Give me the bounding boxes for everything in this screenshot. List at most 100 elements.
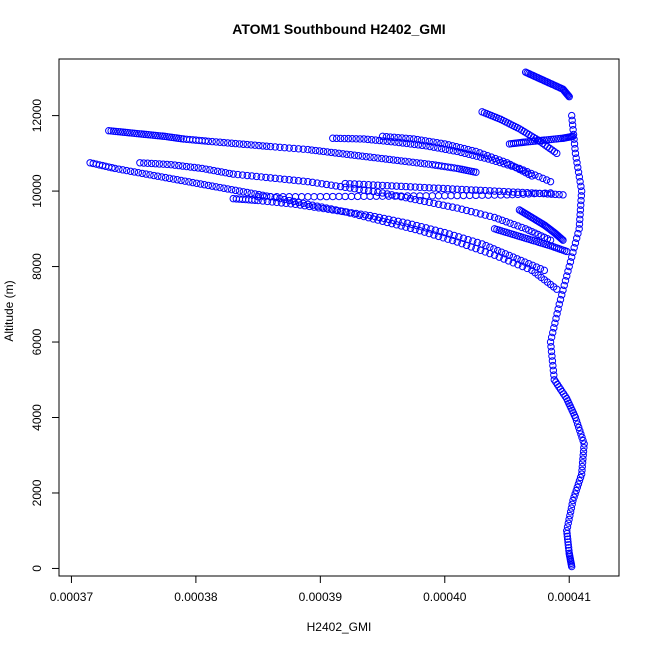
data-point: [455, 233, 463, 241]
data-point: [371, 212, 379, 221]
data-point: [147, 131, 155, 139]
data-point: [547, 347, 556, 356]
data-point: [280, 175, 289, 183]
data-point: [519, 166, 528, 174]
data-point: [155, 160, 164, 168]
data-point: [514, 222, 522, 230]
data-point: [361, 211, 370, 219]
data-point: [568, 111, 576, 120]
data-point: [425, 198, 433, 207]
data-point: [366, 153, 374, 161]
data-point: [381, 155, 390, 163]
data-point: [563, 527, 571, 535]
data-point: [346, 184, 354, 192]
data-point: [518, 223, 526, 232]
data-point: [405, 158, 413, 166]
data-point: [580, 443, 588, 452]
data-point: [239, 188, 248, 196]
data-point: [235, 187, 244, 195]
data-point: [500, 187, 508, 196]
data-point: [413, 221, 421, 230]
data-point: [178, 162, 187, 170]
data-point: [216, 183, 224, 192]
data-point: [173, 176, 181, 184]
data-series-3: [229, 194, 549, 275]
data-point: [108, 164, 116, 172]
data-point: [568, 253, 576, 261]
data-point: [517, 256, 525, 265]
data-point: [383, 181, 391, 190]
data-point: [501, 250, 510, 258]
data-point: [121, 128, 129, 137]
data-point: [458, 239, 466, 248]
data-point: [398, 134, 406, 142]
data-point: [150, 171, 158, 180]
y-tick-label: 4000: [30, 404, 44, 431]
data-point: [555, 190, 563, 199]
data-point: [401, 157, 409, 166]
data-point: [579, 436, 587, 445]
data-point: [518, 188, 527, 197]
data-point: [409, 158, 417, 167]
data-point: [380, 214, 388, 223]
data-point: [549, 328, 557, 337]
data-point: [146, 171, 154, 179]
data-point: [360, 180, 368, 189]
data-point: [565, 515, 573, 524]
data-point: [122, 166, 131, 175]
data-point: [558, 291, 566, 299]
data-point: [444, 185, 452, 193]
data-point: [576, 177, 584, 186]
data-point: [467, 207, 475, 216]
data-point: [227, 139, 236, 147]
data-point: [572, 486, 580, 495]
y-axis: 0 2000 4000 6000 8000 10000 12000: [30, 99, 60, 572]
data-point: [564, 538, 572, 546]
data-point: [557, 234, 565, 242]
data-point: [369, 181, 377, 189]
data-series-13: [546, 111, 588, 571]
data-point: [553, 310, 561, 318]
data-point: [479, 150, 488, 158]
data-point: [235, 140, 244, 148]
data-point: [285, 176, 293, 184]
data-point: [335, 149, 343, 158]
data-point: [386, 133, 395, 141]
data-point: [413, 159, 421, 167]
data-point: [354, 152, 363, 160]
data-point: [119, 128, 127, 136]
data-point: [208, 137, 216, 146]
data-point: [394, 217, 402, 225]
data-point: [444, 235, 452, 243]
data-point: [460, 144, 468, 153]
data-point: [576, 473, 585, 482]
data-point: [126, 167, 135, 175]
data-point: [313, 202, 321, 210]
data-point: [566, 508, 575, 516]
data-point: [105, 127, 113, 135]
data-point: [549, 135, 558, 143]
y-axis-label: Altitude (m): [2, 280, 16, 341]
data-point: [568, 121, 577, 129]
data-point: [417, 136, 426, 144]
data-point: [570, 243, 578, 252]
data-point: [341, 183, 349, 192]
data-point: [229, 170, 237, 178]
y-tick-label: 2000: [30, 479, 44, 506]
data-point: [513, 255, 521, 263]
data-point: [181, 177, 189, 185]
data-point: [364, 135, 372, 144]
data-point: [577, 192, 586, 200]
data-point: [425, 137, 433, 146]
data-point: [490, 245, 498, 253]
x-tick-label: 0.00037: [50, 590, 94, 604]
data-point: [433, 138, 441, 147]
data-point: [521, 258, 529, 266]
data-point: [169, 175, 178, 183]
data-point: [579, 451, 587, 459]
data-point: [411, 183, 419, 191]
data-point: [154, 131, 162, 140]
data-point: [115, 165, 123, 173]
data-point: [142, 170, 150, 178]
data-point: [159, 160, 167, 168]
